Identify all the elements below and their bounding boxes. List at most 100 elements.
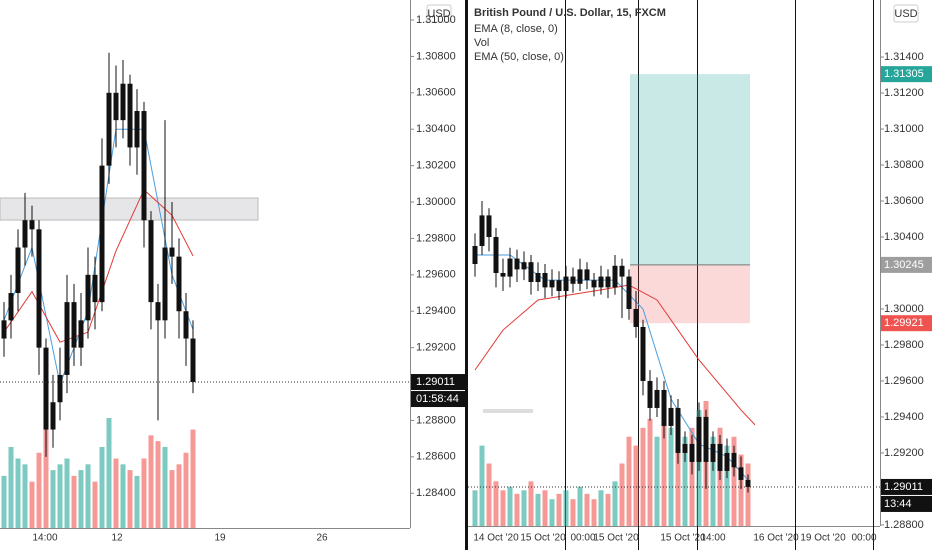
candle-body [148,220,154,303]
candle-body [8,293,14,321]
y-tick-label: 1.28400 [416,487,456,499]
volume-bar [514,493,520,526]
price-label-box [411,374,465,391]
countdown: 01:58:44 [416,393,459,405]
volume-bar [78,470,84,528]
candle-body [647,380,653,408]
candle-body [15,247,21,294]
candle-body [71,302,77,348]
volume-bar [542,490,548,526]
price-label: 1.30245 [884,259,924,271]
volume-bar [92,481,98,528]
volume-bar [521,490,527,526]
candle-body [514,258,520,270]
price-label: 1.29921 [884,317,924,329]
candle-body [99,165,105,303]
y-tick-label: 1.30600 [884,195,924,207]
y-tick-label: 1.30000 [416,196,456,208]
candle-body [703,416,709,462]
volume-bar [731,436,737,526]
candle-body [106,92,112,166]
y-tick-label: 1.29200 [416,342,456,354]
volume-bar [85,464,91,528]
volume-bar [22,464,28,528]
currency: USD [894,8,917,20]
y-tick-label: 1.30000 [884,303,924,315]
x-tick-label: 14 Oct '20 [473,533,519,544]
candle-body [528,262,534,282]
volume-bar [724,445,730,526]
y-tick-label: 1.29400 [416,305,456,317]
y-tick-label: 1.28800 [416,414,456,426]
x-tick-label: 19 Oct '20 [800,533,846,544]
candle-body [661,389,667,426]
volume-bar [183,452,189,528]
price-label-box [881,478,932,495]
countdown: 13:44 [884,498,912,510]
volume-bar [598,490,604,526]
x-tick-label: 00:00 [851,533,876,544]
volume-bar [675,418,681,526]
y-tick-label: 1.29200 [884,447,924,459]
currency-box[interactable] [893,4,919,23]
volume-bar [29,481,35,528]
candle-body [731,452,737,468]
volume-bar [106,418,112,528]
candle-body [127,83,133,148]
candle-body [64,302,70,375]
volume-bar [134,475,140,528]
countdown-box [411,391,465,408]
volume-bar [591,499,597,526]
candle-body [78,320,84,348]
x-tick-label: 15 Oct '20 [660,533,706,544]
candle-body [134,111,140,148]
y-tick-label: 1.29400 [884,411,924,423]
volume-bar [535,493,541,526]
volume-bar [640,427,646,526]
volume-bar [141,458,147,528]
volume-bar [507,486,513,526]
candle-body [633,308,639,327]
candle-body [29,220,35,230]
volume-bar [633,445,639,526]
candle-body [43,347,49,430]
candle-body [50,402,56,430]
volume-bar [113,458,119,528]
legend-item: Vol [474,37,489,49]
candle-body [542,272,548,288]
candle-body [605,276,611,288]
candle-body [598,276,604,288]
x-tick-label: 15 Oct '20 [520,533,566,544]
legend-item: EMA (50, close, 0) [474,51,564,63]
currency-box[interactable] [426,4,452,23]
x-tick-label: 15 Oct '20 [593,533,639,544]
candle-body [1,320,7,339]
candle-body [183,311,189,339]
volume-bar [668,427,674,526]
x-tick-label: 14:00 [32,533,57,544]
candle-body [675,407,681,453]
volume-bar [661,409,667,526]
candle-body [584,269,590,281]
candle-body [155,302,161,321]
volume-bar [710,436,716,526]
x-tick-label: 00:00 [570,533,595,544]
y-tick-label: 1.29600 [416,269,456,281]
x-tick-label: 14:00 [700,533,725,544]
volume-bar [745,463,751,526]
candle-body [120,83,126,121]
candle-body [710,443,716,462]
candle-body [668,407,674,426]
candle-body [745,479,751,487]
candle-body [640,326,646,381]
volume-bar [479,445,485,526]
volume-bar [605,493,611,526]
y-tick-label: 1.30200 [416,160,456,172]
volume-bar [99,446,105,528]
x-tick-label: 26 [316,533,328,544]
candle-body [507,258,513,277]
volume-bar [176,464,182,528]
volume-bar [64,458,70,528]
candle-body [696,416,702,462]
y-tick-label: 1.31400 [884,51,924,63]
